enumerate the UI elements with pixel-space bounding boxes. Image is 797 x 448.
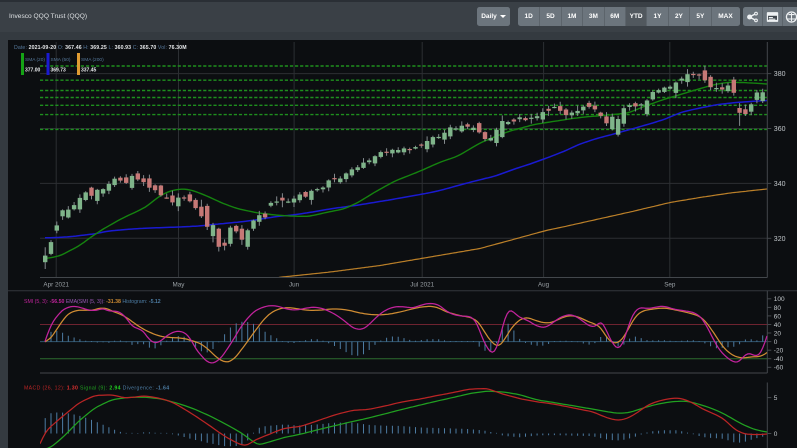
svg-text:-40: -40 <box>774 356 784 363</box>
svg-text:380: 380 <box>774 71 786 78</box>
svg-text:340: 340 <box>774 181 786 188</box>
svg-text:60: 60 <box>774 313 782 320</box>
svg-text:Jun: Jun <box>289 282 300 289</box>
svg-text:SMA (50): SMA (50) <box>51 57 71 63</box>
svg-text:SMA (200): SMA (200) <box>81 57 104 63</box>
svg-text:Aug: Aug <box>538 282 550 289</box>
svg-text:377.00: 377.00 <box>25 68 41 74</box>
svg-text:SMI (5, 3): -56.50 EMA(SMI (5,: SMI (5, 3): -56.50 EMA(SMI (5, 3)): -31.… <box>24 299 161 305</box>
svg-text:-20: -20 <box>774 348 784 355</box>
svg-text:0: 0 <box>774 431 778 438</box>
svg-text:Date: 2021-09-20 O: 367.46 H:: Date: 2021-09-20 O: 367.46 H: 369.25 L: … <box>14 45 187 51</box>
svg-text:20: 20 <box>774 330 782 337</box>
svg-text:80: 80 <box>774 305 782 312</box>
svg-text:Jul 2021: Jul 2021 <box>410 282 434 289</box>
svg-text:360: 360 <box>774 126 786 133</box>
svg-text:40: 40 <box>774 322 782 329</box>
svg-text:320: 320 <box>774 236 786 243</box>
svg-text:0: 0 <box>774 339 778 346</box>
svg-text:May: May <box>173 282 186 289</box>
svg-text:369.73: 369.73 <box>51 68 67 74</box>
svg-text:Apr 2021: Apr 2021 <box>43 282 69 289</box>
svg-text:SMA (20): SMA (20) <box>25 57 45 63</box>
svg-text:337.45: 337.45 <box>81 68 97 74</box>
svg-text:5: 5 <box>774 395 778 402</box>
svg-text:100: 100 <box>774 296 785 303</box>
svg-text:MACD (26, 12): 1.30 Signal (9): MACD (26, 12): 1.30 Signal (9): 2.94 Div… <box>24 386 170 392</box>
svg-text:-60: -60 <box>774 365 784 372</box>
svg-text:Sep: Sep <box>664 282 676 289</box>
